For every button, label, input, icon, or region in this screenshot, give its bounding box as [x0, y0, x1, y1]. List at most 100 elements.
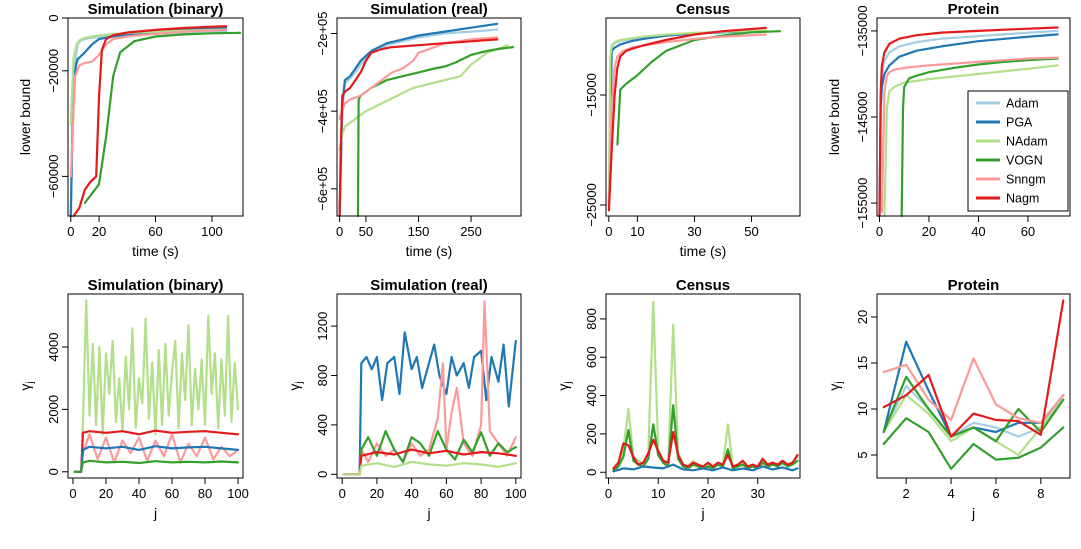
panel-3: 0 10 30 50 −15000 −25000 Census time (s) [584, 1, 801, 259]
x-tick-label: 4 [947, 486, 954, 501]
series-line-nadam [338, 44, 509, 152]
series-line-nagm [73, 429, 240, 473]
series-line-vogn [900, 57, 1059, 218]
x-tick-label: 20 [370, 486, 384, 501]
legend-entry-pga: PGA [1006, 116, 1033, 130]
y-tick-label: 1200 [315, 312, 330, 341]
series-line-vogn [342, 430, 517, 476]
y-tick-label: 0 [46, 14, 61, 21]
panel-4: 0 20 40 60 −135000 −145000 −155000 Protein lower… [826, 1, 1071, 239]
y-tick-label: 800 [315, 365, 330, 387]
x-tick-label: 60 [1021, 224, 1035, 239]
plot-frame [336, 17, 522, 217]
series-line-nadam [612, 300, 799, 470]
y-tick-label: −145000 [855, 92, 870, 143]
series-line-nadam [342, 460, 517, 476]
plot-frame [605, 17, 801, 217]
x-tick-label: 0 [69, 486, 76, 501]
y-axis-label: γj [826, 381, 845, 390]
y-tick-label: 800 [584, 308, 599, 330]
x-tick-label: 150 [408, 224, 430, 239]
legend-entry-adam: Adam [1006, 97, 1039, 111]
series-line-vogn [882, 417, 1065, 470]
y-tick-label: −6e+05 [315, 167, 330, 211]
series-line-snngm [342, 300, 517, 476]
series-line-vogn [356, 45, 515, 218]
series-line-vogn [612, 404, 799, 472]
y-tick-label: −135000 [855, 5, 870, 56]
y-tick-label: 4000 [46, 333, 61, 362]
x-axis-label: j [971, 505, 975, 521]
y-tick-label: −25000 [584, 183, 599, 227]
series-line-snngm [73, 433, 240, 473]
x-tick-label: 6 [992, 486, 999, 501]
x-tick-label: 80 [474, 486, 488, 501]
y-tick-label: 10 [855, 402, 870, 416]
y-tick-label: 20 [855, 310, 870, 324]
x-axis-label: j [426, 505, 430, 521]
x-tick-label: 100 [201, 224, 223, 239]
x-tick-label: 60 [148, 224, 162, 239]
series-line-nagm [72, 25, 228, 218]
x-tick-label: 60 [165, 486, 179, 501]
y-tick-label: −20000 [46, 49, 61, 93]
series-line-snngm [882, 357, 1065, 424]
legend-box [967, 90, 1069, 212]
legend-entry-nagm: Nagm [1006, 192, 1039, 206]
legend-entry-vogn: VOGN [1006, 154, 1043, 168]
y-tick-label: 200 [584, 423, 599, 445]
panel-1: 0 20 60 100 0 −20000 −60000 Simulation (binary)… [17, 1, 244, 259]
series-line-nadam [882, 394, 1065, 457]
x-tick-label: 40 [404, 486, 418, 501]
legend-entry-nadam: NAdam [1006, 135, 1048, 149]
x-tick-label: 10 [651, 486, 665, 501]
series-line-nagm [607, 26, 767, 212]
x-tick-label: 250 [460, 224, 482, 239]
x-tick-label: 0 [605, 224, 612, 239]
y-tick-label: 400 [584, 385, 599, 407]
y-tick-label: 0 [315, 471, 330, 478]
y-axis-label: γj [286, 381, 305, 390]
y-tick-label: 400 [315, 414, 330, 436]
series-line-pga [69, 26, 228, 218]
series-line-vogn [73, 459, 240, 473]
x-tick-label: 50 [359, 224, 373, 239]
x-axis-label: j [153, 505, 157, 521]
series-line-vogn [83, 31, 242, 204]
series-line-nagm [342, 448, 517, 476]
x-tick-label: 2 [903, 486, 910, 501]
plot-frame [605, 293, 801, 479]
y-tick-label: −4e+05 [315, 89, 330, 133]
panel-title: Simulation (binary) [88, 1, 224, 18]
y-axis-label: γj [555, 381, 574, 390]
y-tick-label: −60000 [46, 155, 61, 199]
plot-frame [67, 293, 244, 479]
panel-title: Protein [948, 277, 1000, 294]
panel-5: 0 20 40 60 80 100 0 2000 4000 Simulation (binary)… [17, 277, 249, 521]
x-axis-label: time (s) [680, 243, 727, 259]
panel-title: Protein [948, 1, 1000, 18]
x-axis-label: time (s) [406, 243, 453, 259]
panel-title: Census [676, 1, 730, 18]
x-tick-label: 0 [605, 486, 612, 501]
x-axis-label: time (s) [132, 243, 179, 259]
x-tick-label: 20 [99, 486, 113, 501]
series-line-nadam [883, 64, 1059, 218]
x-tick-label: 40 [132, 486, 146, 501]
x-tick-label: 8 [1037, 486, 1044, 501]
x-tick-label: 40 [971, 224, 985, 239]
x-tick-label: 60 [439, 486, 453, 501]
series-line-pga [612, 463, 799, 473]
x-tick-label: 50 [744, 224, 758, 239]
y-tick-label: 15 [855, 356, 870, 370]
y-tick-label: −155000 [855, 178, 870, 229]
y-tick-label: 600 [584, 346, 599, 368]
x-tick-label: 10 [630, 224, 644, 239]
series-line-snngm [880, 56, 1059, 213]
series-line-pga [73, 445, 240, 473]
series-line-pga [607, 30, 767, 207]
x-tick-label: 20 [701, 486, 715, 501]
series-line-nagm [338, 38, 499, 218]
series-line-adam [607, 30, 767, 207]
